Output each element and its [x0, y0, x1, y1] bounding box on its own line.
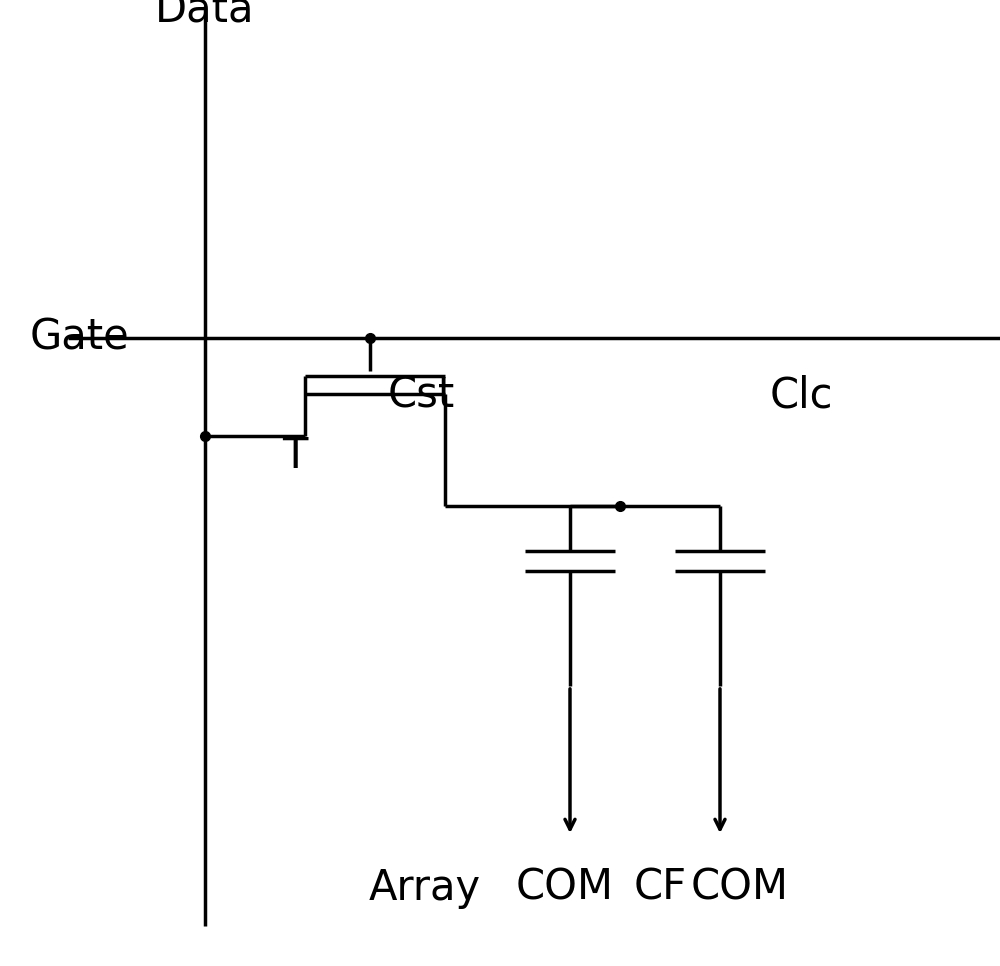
Text: Clc: Clc	[770, 375, 834, 417]
Text: Cst: Cst	[388, 375, 455, 417]
Text: Array: Array	[369, 867, 481, 909]
Text: Data: Data	[155, 0, 255, 31]
Text: T: T	[282, 435, 308, 477]
Text: CF: CF	[633, 867, 687, 909]
Text: Gate: Gate	[30, 317, 130, 359]
Text: COM: COM	[516, 867, 614, 909]
Text: COM: COM	[691, 867, 789, 909]
